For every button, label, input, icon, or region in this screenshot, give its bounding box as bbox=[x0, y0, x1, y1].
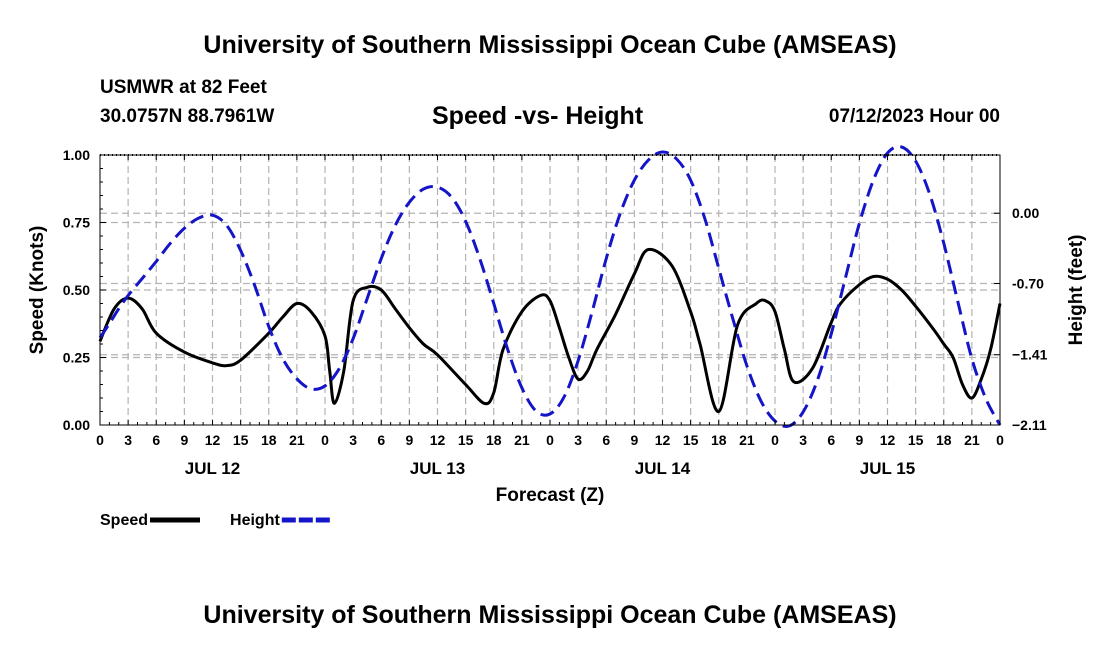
y-right-tick-label: −2.11 bbox=[1012, 417, 1047, 433]
x-tick-label: 3 bbox=[124, 432, 132, 448]
y-left-tick-label: 0.25 bbox=[63, 350, 90, 366]
x-tick-label: 3 bbox=[574, 432, 582, 448]
x-tick-label: 21 bbox=[739, 432, 755, 448]
y-right-tick-label: −1.41 bbox=[1012, 347, 1048, 363]
axes: 0 3 6 9 12 15 18 21 0 3 6 9 12 15 18 21 0 3 6 9 12 15 18 21 0 3 6 9… bbox=[63, 147, 1048, 478]
x-tick-label: 18 bbox=[486, 432, 502, 448]
x-tick-label: 15 bbox=[233, 432, 249, 448]
y-axis-right-label: Height (feet) bbox=[1066, 235, 1087, 346]
forecast-datetime: 07/12/2023 Hour 00 bbox=[828, 106, 1000, 127]
y-axis-left-label: Speed (Knots) bbox=[27, 226, 48, 355]
station-coordinates: 30.0757N 88.7961W bbox=[100, 106, 275, 127]
x-tick-label: 3 bbox=[349, 432, 357, 448]
x-tick-label: 12 bbox=[430, 432, 446, 448]
x-tick-label: 6 bbox=[827, 432, 835, 448]
y-left-tick-label: 1.00 bbox=[63, 147, 90, 163]
x-tick-label: 0 bbox=[96, 432, 104, 448]
x-tick-label: 9 bbox=[405, 432, 413, 448]
day-label: JUL 15 bbox=[860, 459, 915, 478]
x-tick-label: 21 bbox=[964, 432, 980, 448]
x-tick-label: 18 bbox=[711, 432, 727, 448]
day-label: JUL 14 bbox=[635, 459, 691, 478]
legend: Speed Height bbox=[100, 512, 332, 529]
x-tick-label: 12 bbox=[880, 432, 896, 448]
main-title: University of Southern Mississippi Ocean… bbox=[203, 31, 897, 59]
chart-subtitle: Speed -vs- Height bbox=[432, 102, 644, 130]
x-tick-label: 12 bbox=[205, 432, 221, 448]
x-tick-label: 6 bbox=[602, 432, 610, 448]
x-tick-label: 12 bbox=[655, 432, 671, 448]
legend-label-speed: Speed bbox=[100, 512, 148, 529]
y-left-tick-label: 0.00 bbox=[63, 417, 90, 433]
y-left-tick-label: 0.50 bbox=[63, 282, 90, 298]
y-left-tick-label: 0.75 bbox=[63, 215, 90, 231]
x-axis-label: Forecast (Z) bbox=[496, 485, 605, 506]
x-tick-label: 0 bbox=[771, 432, 779, 448]
y-right-tick-label: -0.70 bbox=[1012, 275, 1044, 291]
x-tick-label: 21 bbox=[514, 432, 530, 448]
x-tick-label: 6 bbox=[152, 432, 160, 448]
x-tick-label: 0 bbox=[996, 432, 1004, 448]
grid bbox=[100, 155, 1000, 425]
x-tick-label: 15 bbox=[908, 432, 924, 448]
x-tick-label: 9 bbox=[855, 432, 863, 448]
series-line-height bbox=[98, 145, 1002, 428]
x-tick-label: 18 bbox=[261, 432, 277, 448]
station-label: USMWR at 82 Feet bbox=[100, 77, 267, 98]
series-line-speed bbox=[98, 247, 1002, 414]
x-tick-label: 3 bbox=[799, 432, 807, 448]
x-tick-label: 0 bbox=[546, 432, 554, 448]
x-tick-label: 9 bbox=[630, 432, 638, 448]
x-tick-label: 0 bbox=[321, 432, 329, 448]
series-layer bbox=[98, 145, 1002, 428]
day-label: JUL 13 bbox=[410, 459, 465, 478]
x-tick-label: 15 bbox=[458, 432, 474, 448]
legend-label-height: Height bbox=[230, 512, 280, 529]
x-tick-label: 6 bbox=[377, 432, 385, 448]
x-tick-label: 21 bbox=[289, 432, 305, 448]
y-right-tick-label: 0.00 bbox=[1012, 205, 1039, 221]
x-tick-label: 18 bbox=[936, 432, 952, 448]
day-label: JUL 12 bbox=[185, 459, 240, 478]
x-tick-label: 15 bbox=[683, 432, 699, 448]
x-tick-label: 9 bbox=[180, 432, 188, 448]
footer-title: University of Southern Mississippi Ocean… bbox=[203, 601, 897, 629]
